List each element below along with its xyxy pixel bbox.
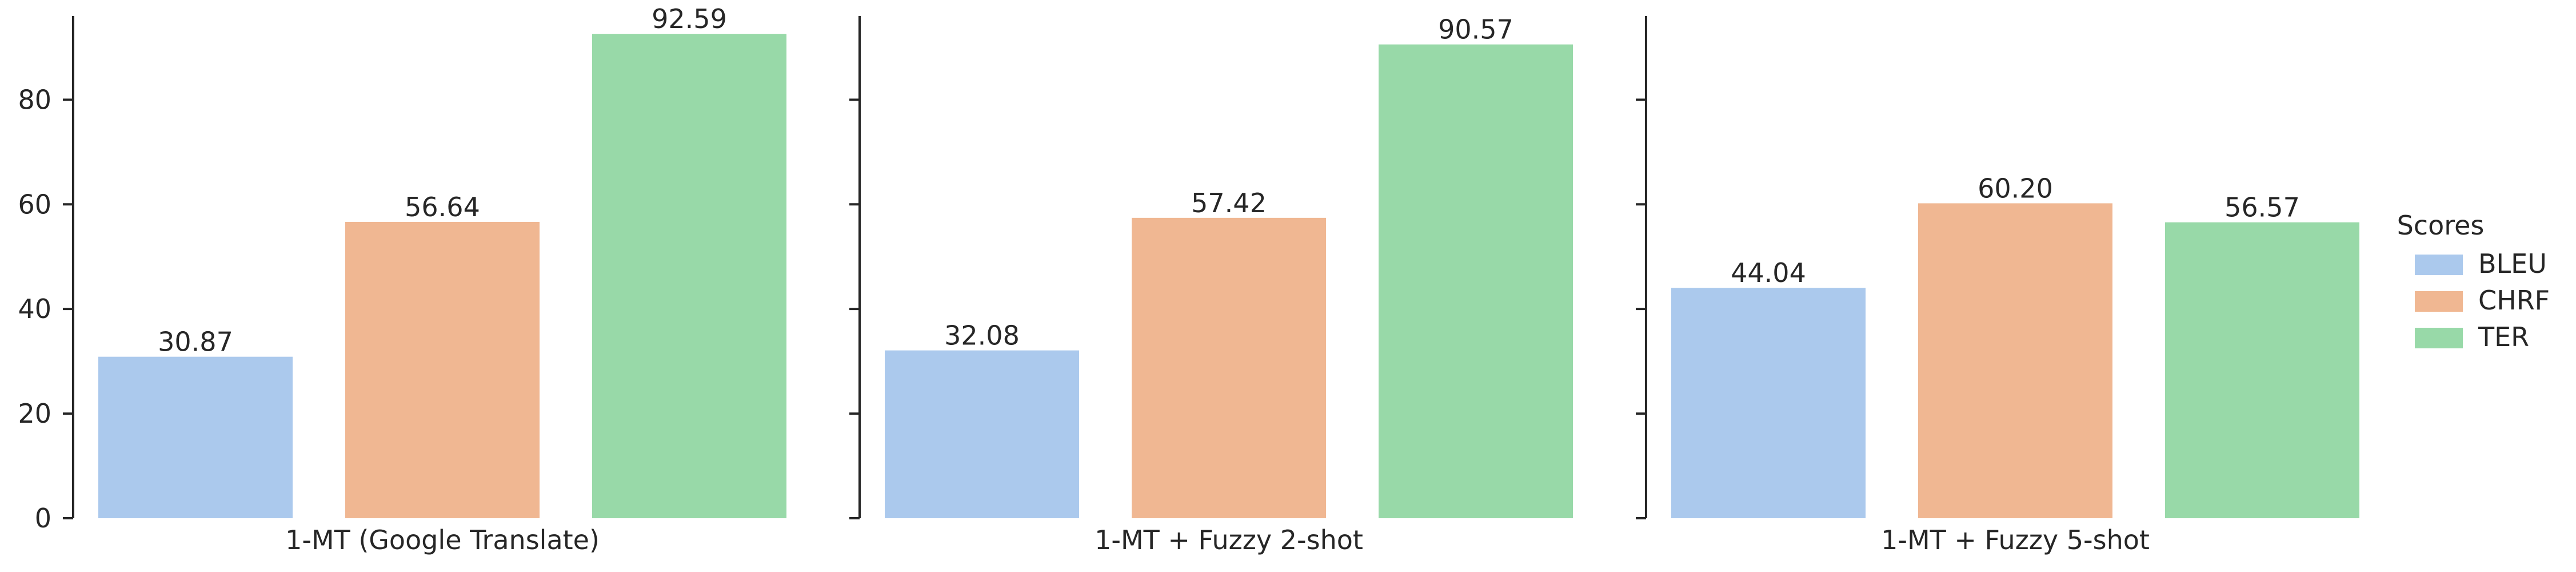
x-category-label: 1-MT + Fuzzy 5-shot bbox=[1881, 525, 2150, 555]
y-tick-label: 20 bbox=[18, 398, 51, 429]
legend-label: BLEU bbox=[2478, 248, 2547, 279]
bar-value-label: 57.42 bbox=[1191, 188, 1267, 219]
legend-entries: BLEU CHRF TER bbox=[2415, 248, 2550, 352]
legend-label: TER bbox=[2478, 321, 2529, 352]
bar-value-label: 56.57 bbox=[2224, 192, 2300, 223]
legend-label: CHRF bbox=[2478, 285, 2550, 316]
bar-chrf bbox=[1918, 203, 2112, 518]
legend-swatch-chrf bbox=[2415, 291, 2463, 312]
bar-chrf bbox=[1132, 217, 1326, 518]
bar-ter bbox=[1379, 44, 1573, 519]
chart-panels: 0 20 40 60 80 30.87 56.64 92.59 1-MT (Google Tra… bbox=[18, 3, 2359, 555]
bar-value-label: 60.20 bbox=[1978, 173, 2053, 204]
bar-value-label: 90.57 bbox=[1438, 14, 1513, 45]
y-tick-label: 40 bbox=[18, 293, 51, 324]
bar-bleu bbox=[98, 356, 293, 518]
legend-title: Scores bbox=[2397, 210, 2485, 241]
x-category-label: 1-MT (Google Translate) bbox=[285, 525, 600, 555]
legend: Scores BLEU CHRF TER bbox=[2397, 210, 2550, 352]
x-category-label: 1-MT + Fuzzy 2-shot bbox=[1095, 525, 1363, 555]
bar-chrf bbox=[345, 221, 540, 519]
bar-value-label: 92.59 bbox=[652, 3, 727, 34]
bar-value-label: 56.64 bbox=[405, 192, 480, 223]
bar-bleu bbox=[1671, 288, 1866, 518]
bar-value-label: 44.04 bbox=[1731, 257, 1806, 288]
subplot-panel: 0 20 40 60 80 30.87 56.64 92.59 1-MT (Google Tra… bbox=[18, 3, 786, 555]
subplot-panel: 32.08 57.42 90.57 1-MT + Fuzzy 2-shot bbox=[849, 14, 1573, 555]
subplot-panel: 44.04 60.20 56.57 1-MT + Fuzzy 5-shot bbox=[1636, 16, 2359, 555]
bar-value-label: 32.08 bbox=[944, 320, 1020, 351]
y-tick-label: 80 bbox=[18, 84, 51, 115]
bar-ter bbox=[2165, 222, 2359, 518]
legend-swatch-ter bbox=[2415, 328, 2463, 348]
bar-bleu bbox=[885, 350, 1079, 518]
legend-swatch-bleu bbox=[2415, 255, 2463, 275]
y-tick-label: 60 bbox=[18, 189, 51, 220]
bar-ter bbox=[592, 34, 786, 518]
y-tick-label: 0 bbox=[35, 503, 51, 534]
bar-value-label: 30.87 bbox=[158, 327, 233, 357]
